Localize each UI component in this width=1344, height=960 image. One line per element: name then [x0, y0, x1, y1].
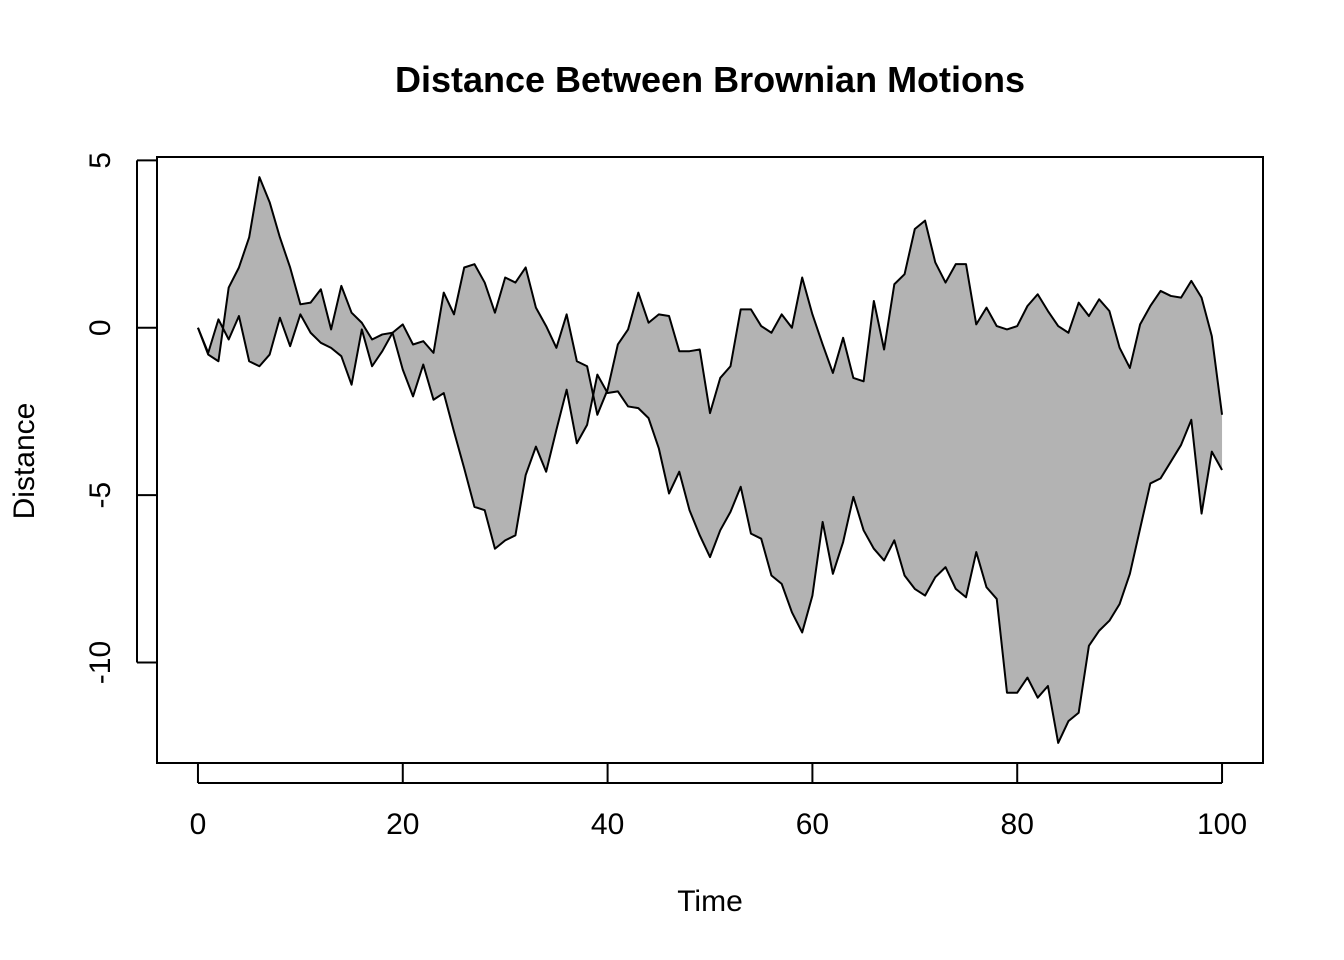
- series-line-1: [197, 219, 1224, 416]
- series-lines: [197, 176, 1224, 744]
- x-tick-label: 40: [591, 808, 624, 841]
- x-axis-label: Time: [677, 885, 743, 918]
- y-axis: 5 0 -5 -10: [84, 152, 157, 684]
- y-tick-label: -10: [84, 641, 117, 684]
- x-tick-label: 100: [1197, 808, 1247, 841]
- x-tick-label: 20: [386, 808, 419, 841]
- x-axis: 0 20 40 60 80 100: [190, 763, 1247, 841]
- distance-fill-area: [197, 177, 1223, 743]
- series-line-2: [197, 176, 1223, 744]
- x-tick-label: 80: [1001, 808, 1034, 841]
- y-tick-label: -5: [84, 482, 117, 509]
- chart-title: Distance Between Brownian Motions: [395, 59, 1025, 100]
- x-tick-label: 0: [190, 808, 207, 841]
- y-tick-label: 0: [84, 319, 117, 336]
- x-tick-label: 60: [796, 808, 829, 841]
- fill-polygon: [197, 177, 1223, 743]
- y-axis-label: Distance: [8, 403, 41, 520]
- plot-box: [156, 156, 1264, 764]
- y-tick-label: 5: [84, 152, 117, 169]
